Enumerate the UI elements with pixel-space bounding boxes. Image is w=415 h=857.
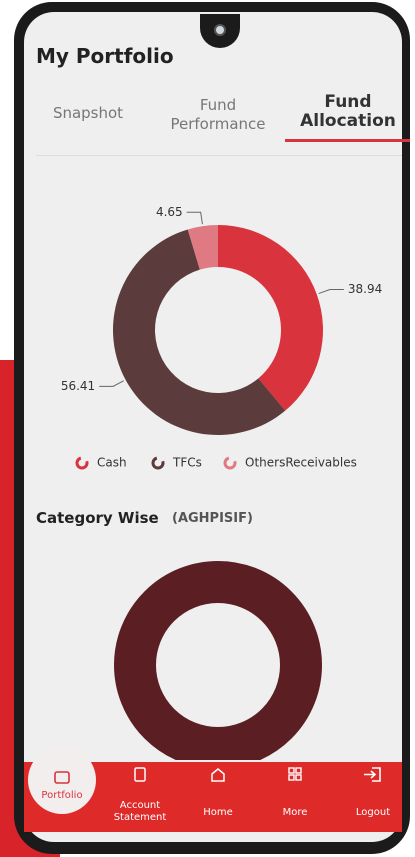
legend-icon	[151, 456, 165, 470]
nav-item[interactable]: More	[282, 807, 308, 818]
nav-item[interactable]: Logout	[355, 807, 391, 818]
icon-logout	[364, 767, 381, 782]
legend-label: TFCs	[172, 456, 202, 470]
chart: 38.94 Cash 56.41 TFCs 4.65 OthersReceivables	[61, 205, 382, 760]
leader-line	[318, 288, 344, 295]
camera	[214, 24, 226, 36]
icon-more	[288, 767, 302, 781]
data-label: 4.65	[156, 205, 183, 219]
nav-icons	[54, 767, 381, 784]
icon-home	[211, 768, 225, 782]
nav-item[interactable]: Portfolio	[41, 790, 83, 801]
leader-line	[186, 211, 203, 225]
page-title: My Portfolio	[36, 44, 174, 68]
legend-icon	[223, 456, 237, 470]
donut-slice	[187, 225, 218, 270]
legend-label: OthersReceivables	[245, 456, 357, 470]
divider	[36, 155, 402, 156]
nav-item[interactable]: Account Statement	[113, 800, 167, 823]
section-subtitle: (AGHPISIF)	[172, 511, 253, 526]
section-title: Category Wise	[36, 509, 159, 527]
tab[interactable]: Fund Performance	[170, 96, 266, 133]
data-label: 38.94	[348, 282, 382, 296]
legend-label: Cash	[97, 456, 127, 470]
tab-active[interactable]: Fund Allocation	[300, 92, 396, 131]
tab[interactable]: Snapshot	[52, 104, 124, 122]
leader-line	[99, 380, 125, 387]
icon-portfolio	[54, 771, 70, 784]
legend-icon	[75, 456, 89, 470]
donut-slice	[218, 225, 324, 411]
tab-indicator	[285, 139, 410, 142]
nav-item[interactable]: Home	[203, 807, 233, 818]
icon-statement	[134, 767, 146, 782]
data-label: 56.41	[61, 379, 95, 393]
nav-active-bg	[28, 746, 96, 814]
category-donut	[114, 561, 322, 760]
donut-slice	[113, 229, 286, 435]
